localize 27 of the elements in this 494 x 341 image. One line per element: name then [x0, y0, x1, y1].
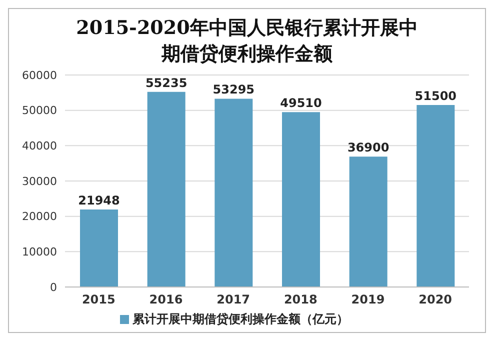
legend-label: 累计开展中期借贷便利操作金额（亿元） [132, 312, 348, 326]
y-tick-label: 20000 [22, 210, 57, 224]
chart-title: 2015-2020年中国人民银行累计开展中期借贷便利操作金额 [75, 16, 419, 67]
x-tick-label: 2018 [284, 292, 318, 307]
bar [282, 112, 320, 287]
data-label: 21948 [78, 193, 120, 208]
data-label: 51500 [414, 89, 457, 104]
data-label: 36900 [347, 140, 390, 155]
y-tick-label: 30000 [22, 174, 57, 188]
bar [416, 105, 455, 287]
data-label: 53295 [212, 82, 255, 97]
y-tick-label: 60000 [22, 68, 57, 82]
x-tick-label: 2016 [149, 292, 183, 307]
bar [147, 92, 186, 287]
bar [214, 98, 253, 287]
x-tick-label: 2017 [216, 292, 250, 307]
data-label: 55235 [145, 76, 188, 90]
y-tick-label: 40000 [22, 140, 57, 153]
data-label: 49510 [280, 96, 322, 110]
y-tick-label: 10000 [22, 246, 57, 259]
y-tick-label: 50000 [22, 104, 57, 118]
y-tick-label: 0 [50, 280, 57, 294]
bar [80, 209, 118, 287]
bar [349, 156, 388, 287]
x-tick-label: 2020 [418, 292, 452, 307]
x-tick-label: 2019 [351, 292, 385, 307]
x-tick-label: 2015 [82, 292, 116, 307]
